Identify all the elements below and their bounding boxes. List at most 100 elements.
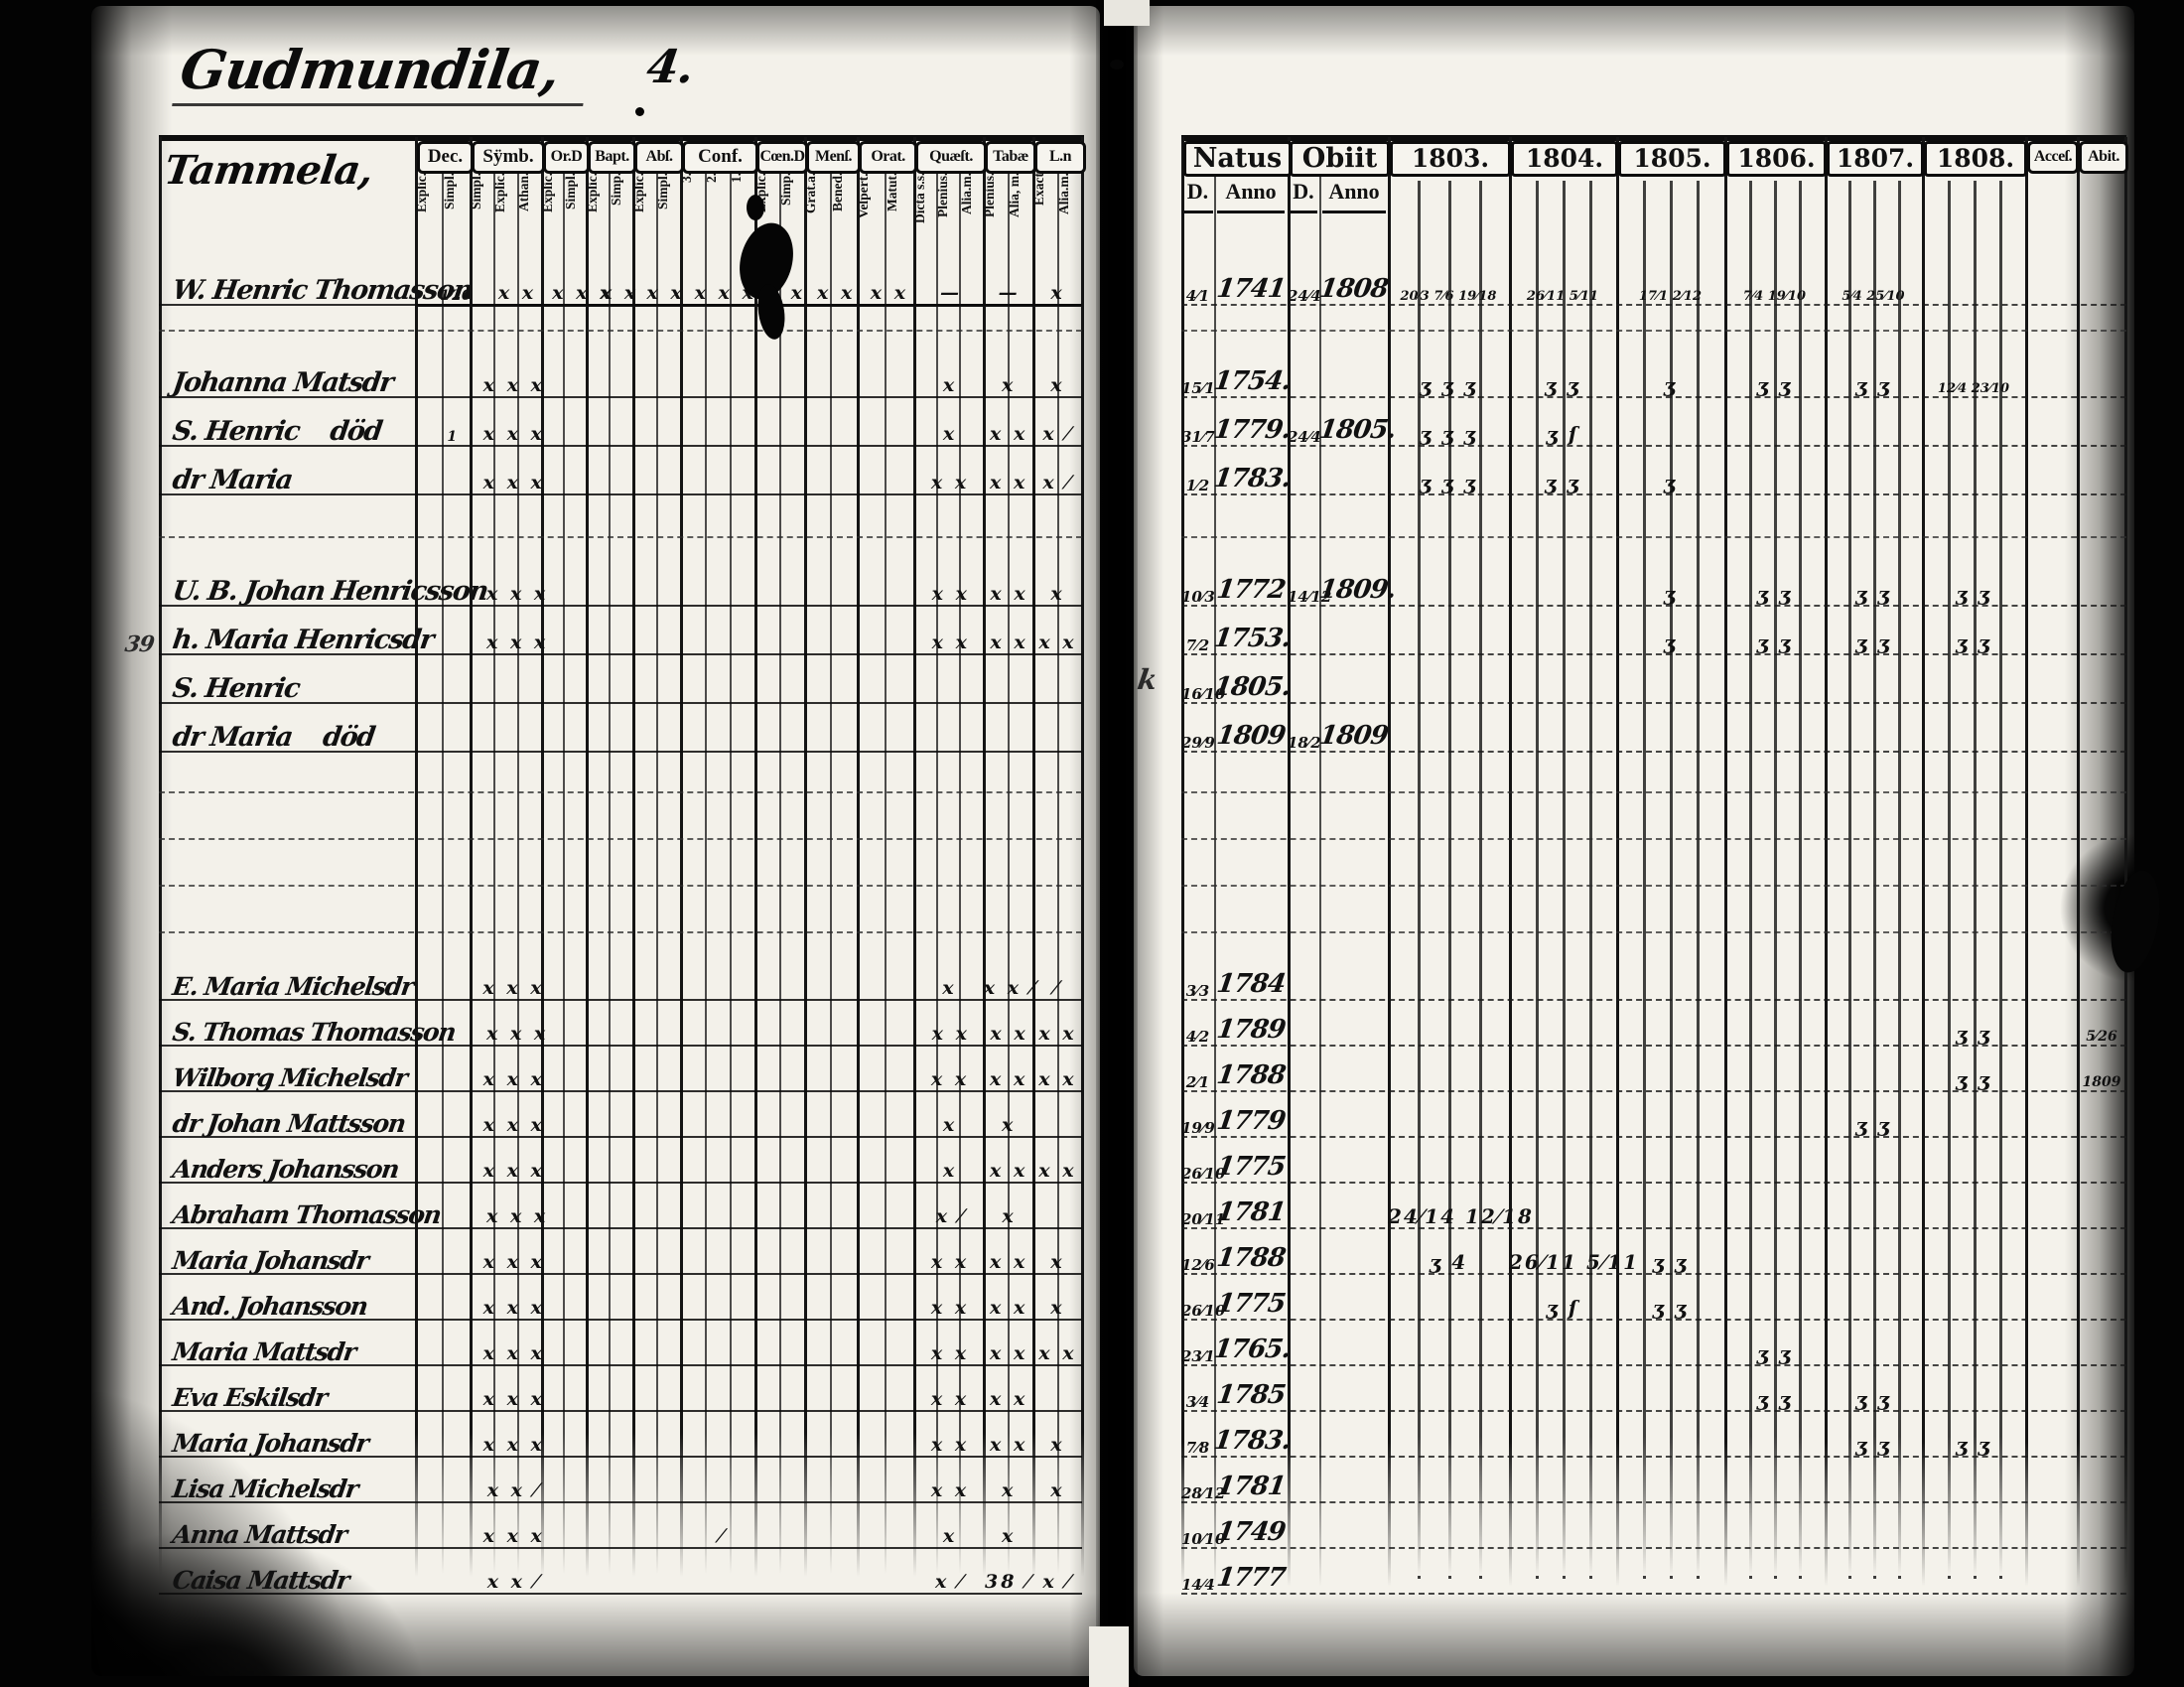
register-row: h. Maria Henricsdr x x x x x x x x x (159, 607, 1082, 655)
cell-quaest: x ⁄ (934, 1571, 966, 1594)
col-line (1032, 137, 1035, 1577)
right-rows-group3: 10⁄3 1772 14⁄12 1809. ʒ ʒ ʒ ʒ ʒ ʒ ʒ 7⁄2 … (1181, 558, 2126, 753)
col-line (1288, 137, 1291, 1587)
cell-obiit-day: 18⁄2 (1288, 733, 1321, 752)
cell-obiit-year: 1808 (1317, 274, 1390, 305)
cell-natus-year: 1788 (1214, 1243, 1288, 1274)
cell-symb: x x x (482, 1251, 545, 1274)
register-row: Johanna Matsdr x x x x x x (159, 350, 1082, 398)
person-name: dr Johan Mattsson (170, 1109, 407, 1138)
cell-tabae: x x (990, 1068, 1028, 1091)
cell-obiit-day: 24⁄4 (1288, 427, 1321, 446)
person-name: Lisa Michelsdr (170, 1475, 359, 1503)
cell-symb: x x x (482, 1160, 545, 1183)
cell-obiit-day: 24⁄4 (1288, 286, 1321, 305)
cell-1806: ʒ ʒ (1756, 1387, 1793, 1411)
cell-1806: ʒ ʒ (1756, 631, 1793, 654)
cell-ln: x x (1038, 632, 1077, 654)
col-line (804, 137, 807, 1577)
parish-name: Tammela, (161, 147, 376, 194)
cell-tabae: x x (990, 1160, 1028, 1183)
cell-natus-year: 1775 (1214, 1289, 1288, 1320)
subcol-line (936, 169, 938, 1574)
register-row-dates: 14⁄4 1777 (1181, 1549, 2126, 1595)
page-number: 4. (643, 40, 697, 93)
subcol-line (1214, 177, 1216, 1587)
register-row: Maria Mattsdr x x x x x x x x x (159, 1321, 1082, 1366)
left-rows-group4: E. Maria Michelsdr x x x x x x ⁄ ⁄ S. Th… (159, 955, 1082, 1595)
subcol-line (1479, 181, 1482, 1579)
right-table-top-border (1181, 135, 2126, 141)
subheader-natus-d: D. (1182, 179, 1213, 213)
cell-tabae: x x (990, 1388, 1028, 1411)
person-name: E. Maria Michelsdr (170, 972, 415, 1001)
ink-speck (1110, 60, 1124, 70)
register-row-dates: 19⁄9 1779 ʒ ʒ (1181, 1092, 2126, 1138)
subcol-line (959, 169, 961, 1574)
cell-1808: ʒ ʒ (1956, 582, 1991, 606)
cell-natus-year: 1779. (1211, 415, 1293, 446)
cell-symb: x x x (486, 1023, 549, 1046)
register-row: Caisa Mattsdr x x ⁄ x ⁄ 38 ⁄ x ⁄ (159, 1549, 1082, 1595)
subcol-line (730, 169, 732, 1574)
person-name: Eva Eskilsdr (170, 1383, 329, 1412)
cell-1806: ʒ ʒ (1756, 582, 1793, 606)
book-spine (1096, 0, 1138, 1687)
person-name: Abraham Thomasson (170, 1200, 443, 1229)
subheader-obiit-d: D. (1290, 179, 1317, 213)
cell-quaest: x x (931, 632, 970, 654)
left-rows-group2: Johanna Matsdr x x x x x x S. Henric död… (159, 350, 1082, 495)
cell-natus-day: 12⁄6 (1181, 1255, 1215, 1274)
col-line (470, 137, 473, 1577)
cell-natus-day: 14⁄4 (1181, 1575, 1215, 1594)
register-row-dates: 7⁄8 1783. ʒ ʒ ʒ ʒ (1181, 1412, 2126, 1458)
cell-natus-year: 1781 (1214, 1197, 1288, 1228)
cell-1808: ʒ ʒ (1956, 1022, 1991, 1046)
subcol-line (1948, 181, 1951, 1579)
column-header-abs: Abſ. (634, 141, 684, 174)
cell-tabae: x x (990, 1342, 1028, 1365)
cell-natus-day: 16⁄10 (1181, 684, 1226, 703)
cell-obiit-year: 1809. (1316, 575, 1398, 606)
cell-symb: x x x (482, 1525, 545, 1548)
column-header-symb: Sÿmb. (472, 141, 545, 174)
cell-ord: x x x (552, 282, 614, 305)
cell-natus-year: 1785 (1214, 1380, 1288, 1411)
col-line (2124, 137, 2127, 1587)
cell-quaest: x x (930, 1479, 970, 1502)
subcol-line (1999, 181, 2002, 1579)
ruled-line (159, 838, 1082, 840)
cell-1808: ʒ ʒ (1956, 1067, 1991, 1091)
cell-natus-day: 26⁄10 (1181, 1164, 1226, 1183)
column-header-abit: Abit. (2079, 141, 2128, 174)
cell-1807: ʒ ʒ (1855, 631, 1891, 654)
cell-1804: 26⁄11 5⁄11 (1526, 288, 1599, 304)
cell-natus-year: 1784 (1214, 969, 1288, 1000)
cell-natus-year: 1788 (1214, 1060, 1288, 1091)
column-header-obiit: Obiit (1290, 141, 1390, 177)
cell-ln: x ⁄ (1042, 423, 1073, 446)
cell-quaest: x (942, 1525, 958, 1548)
register-row: dr Maria död (159, 704, 1082, 753)
cell-quaest: x x (930, 1297, 970, 1320)
ruled-line (1181, 838, 2126, 840)
year-header-1807: 1807. (1827, 141, 1924, 177)
register-row: dr Johan Mattsson x x x x x (159, 1092, 1082, 1138)
subcol-line (1670, 181, 1673, 1579)
subcol-line (885, 169, 887, 1574)
cell-conf: ⁄ (719, 1525, 727, 1548)
col-line (1922, 137, 1925, 1587)
cell-natus-year: 1741 (1214, 274, 1288, 305)
column-header-mens: Menſ. (806, 141, 861, 174)
column-header-tabae: Tabæ (985, 141, 1036, 174)
cell-conf: x x x (694, 282, 756, 305)
right-rows-group2: 15⁄1 1754. ʒ ʒ ʒ ʒ ʒ ʒ ʒ ʒ ʒ ʒ 12⁄4 23⁄1… (1181, 350, 2126, 495)
register-row: Abraham Thomasson x x x x ⁄ x (159, 1184, 1082, 1229)
cell-1806: ʒ ʒ (1756, 1341, 1793, 1365)
cell-1805: ʒ ʒ (1652, 1296, 1689, 1320)
cell-symb: x x ⁄ (486, 1479, 541, 1502)
cell-1803: ʒ ʒ ʒ (1420, 422, 1477, 446)
cell-quaest: x x (930, 472, 970, 494)
person-name: W. Henric Thomasson (170, 275, 475, 306)
register-row: Eva Eskilsdr x x x x x x x (159, 1366, 1082, 1412)
